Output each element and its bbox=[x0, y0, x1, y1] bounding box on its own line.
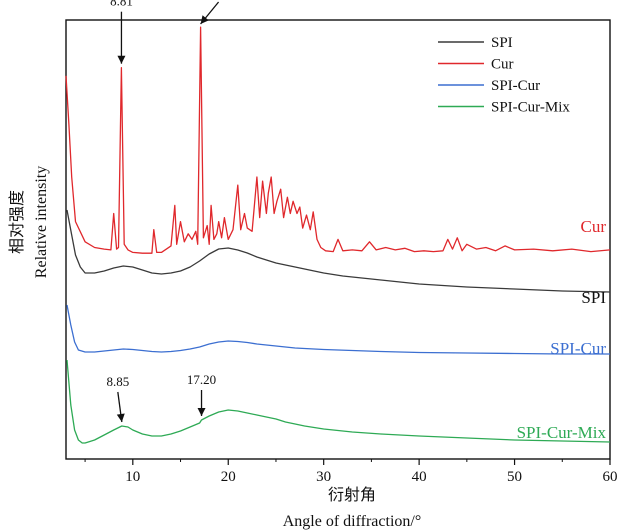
x-axis-title-cn: 衍射角 bbox=[328, 486, 376, 504]
x-tick-label: 50 bbox=[507, 469, 522, 485]
plot-frame bbox=[65, 19, 611, 460]
series-line-spi-cur bbox=[66, 304, 610, 355]
x-axis-title: Angle of diffraction/° bbox=[283, 513, 422, 530]
annotation-arrowhead bbox=[116, 413, 125, 422]
annotation-arrowhead bbox=[197, 408, 206, 416]
y-axis-title-cn: 相对强度 bbox=[8, 190, 26, 254]
annotation-arrowhead bbox=[200, 15, 209, 24]
x-ticks: 10 20 30 40 50 60 bbox=[84, 459, 618, 485]
legend-label: Cur bbox=[491, 57, 514, 73]
series-label-spi-cur-mix: SPI-Cur-Mix bbox=[517, 423, 607, 442]
x-tick-label: 60 bbox=[603, 469, 618, 485]
legend: SPI Cur SPI-Cur SPI-Cur-Mix bbox=[438, 35, 570, 116]
annotation-label: 8.81 bbox=[110, 0, 133, 9]
series-layer bbox=[65, 26, 611, 444]
annotation-label: 8.85 bbox=[106, 374, 129, 389]
legend-label: SPI-Cur bbox=[491, 78, 540, 94]
legend-label: SPI bbox=[491, 35, 513, 51]
x-tick-label: 40 bbox=[412, 469, 427, 485]
legend-label: SPI-Cur-Mix bbox=[491, 100, 570, 116]
y-axis-title: Relative intensity bbox=[33, 166, 50, 278]
x-tick-label: 30 bbox=[316, 469, 331, 485]
x-tick-label: 10 bbox=[125, 469, 140, 485]
series-line-spi bbox=[66, 209, 611, 293]
annotation-label: 17.20 bbox=[187, 372, 216, 387]
x-tick-label: 20 bbox=[221, 469, 236, 485]
series-label-spi-cur: SPI-Cur bbox=[550, 339, 606, 358]
series-line-cur bbox=[65, 26, 611, 254]
series-label-spi: SPI bbox=[581, 288, 606, 307]
annotation-arrowhead bbox=[117, 55, 126, 64]
series-label-cur: Cur bbox=[581, 217, 607, 236]
series-labels: Cur SPI SPI-Cur SPI-Cur-Mix bbox=[517, 217, 607, 442]
series-line-spi-cur-mix bbox=[66, 359, 611, 444]
